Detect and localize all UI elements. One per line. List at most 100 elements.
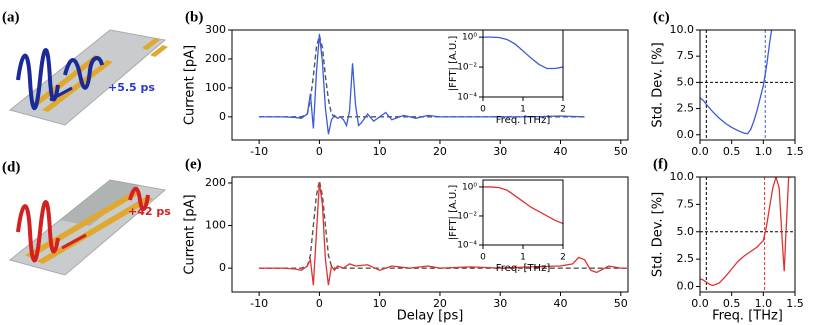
illustration-a: (a) +5.5 ps (2, 9, 168, 126)
x-tick-label: 0 (316, 297, 323, 310)
y-tick-label: 5.0 (677, 75, 695, 88)
x-tick-label: 10 (373, 145, 387, 158)
y-tick-label: 10⁻² (457, 211, 477, 221)
electrode (25, 190, 141, 258)
pulse (63, 56, 104, 90)
y-tick-label: 10.0 (670, 23, 695, 36)
y-tick-label: 2.5 (677, 252, 695, 265)
plot-frame (482, 179, 564, 246)
x-tick-label: -10 (250, 297, 268, 310)
plot-area (700, 30, 795, 140)
series-line (700, 30, 773, 135)
x-tick-label: 0.5 (723, 297, 741, 310)
x-tick-label: 1.5 (786, 297, 804, 310)
overlay (60, 180, 140, 226)
x-tick-label: 30 (493, 145, 507, 158)
x-tick-label: 0 (480, 253, 486, 263)
x-tick-label: 0.0 (691, 145, 709, 158)
x-tick-label: 20 (433, 145, 447, 158)
series-line (259, 182, 627, 286)
y-axis-label: Std. Dev. [%] (651, 42, 666, 127)
series-line (700, 177, 792, 287)
y-tick-label: 10⁻⁴ (457, 241, 477, 251)
panel-label: (f) (653, 156, 668, 172)
plot-frame (231, 29, 629, 141)
electrode (150, 45, 168, 57)
y-tick-label: 10.0 (670, 170, 695, 183)
y-tick-label: 5.0 (677, 225, 695, 238)
electrode (30, 55, 101, 107)
plot-area (232, 177, 628, 292)
plot-area (483, 30, 563, 97)
x-tick-label: 0 (480, 105, 486, 115)
y-axis-label: |FFT| [A.U.] (448, 36, 459, 92)
annotation: +5.5 ps (108, 81, 155, 94)
x-tick-label: 1.5 (786, 145, 804, 158)
plot-area (700, 177, 795, 292)
panel-label: (c) (653, 9, 670, 25)
x-tick-label: 50 (614, 297, 628, 310)
x-tick-label: 2 (560, 105, 566, 115)
x-tick-label: 1.0 (755, 297, 773, 310)
x-tick-label: 50 (614, 145, 628, 158)
y-tick-label: 10⁻² (457, 63, 477, 73)
series-line (259, 34, 585, 135)
y-tick-label: 0.0 (677, 280, 695, 293)
x-axis-label: Freq. [THz] (496, 115, 551, 126)
plot-frame (699, 176, 796, 293)
pulse (128, 186, 150, 211)
y-tick-label: 200 (205, 52, 226, 65)
x-tick-label: 1.0 (755, 145, 773, 158)
plot-frame (482, 29, 564, 98)
x-tick-label: 30 (493, 297, 507, 310)
x-tick-label: 0 (316, 145, 323, 158)
panel-label: (a) (2, 9, 20, 25)
electrode (42, 60, 113, 112)
y-axis-label: Current [pA] (183, 45, 198, 125)
chart: 0 1 2 10⁰ 10⁻² 10⁻⁴|FFT| [A.U.] Freq. [THz] (448, 29, 566, 126)
plot-frame (699, 29, 796, 141)
plot-area (483, 180, 563, 245)
panel-label: (b) (185, 9, 203, 25)
y-tick-label: 10⁻⁴ (457, 93, 477, 103)
y-tick-label: 7.5 (677, 49, 695, 62)
x-tick-label: -10 (250, 145, 268, 158)
x-tick-label: 0.0 (691, 297, 709, 310)
y-tick-label: 7.5 (677, 197, 695, 210)
x-tick-label: 1 (520, 105, 526, 115)
arrow (49, 86, 73, 102)
panel-label: (d) (2, 159, 20, 175)
chart: 0 1 2 10⁰ 10⁻² 10⁻⁴|FFT| [A.U.] Freq. [THz] (448, 179, 566, 274)
plot-frame (231, 176, 629, 293)
series-line (483, 36, 563, 70)
y-axis-label: |FFT| [A.U.] (448, 185, 459, 241)
x-tick-label: 10 (373, 297, 387, 310)
y-tick-label: 100 (205, 219, 226, 232)
y-tick-label: 100 (205, 81, 226, 94)
x-tick-label: 40 (553, 145, 567, 158)
electrode (142, 38, 160, 50)
y-tick-label: 0 (219, 261, 226, 274)
panel-label: (e) (185, 156, 202, 172)
y-tick-label: 10⁰ (462, 33, 477, 43)
x-axis-label: Freq. [THz] (712, 309, 783, 324)
plot-area (232, 30, 628, 140)
y-tick-label: 200 (205, 176, 226, 189)
y-axis-label: Current [pA] (183, 194, 198, 274)
x-axis-label: Freq. [THz] (496, 263, 551, 274)
x-axis-label: Delay [ps] (397, 309, 464, 324)
y-axis-label: Std. Dev. [%] (651, 192, 666, 277)
y-tick-label: 300 (205, 23, 226, 36)
illustration-d: (d) +42 ps (2, 159, 171, 276)
x-tick-label: 0.5 (723, 145, 741, 158)
series-line (259, 180, 627, 269)
y-tick-label: 0 (219, 110, 226, 123)
x-tick-label: 2 (560, 253, 566, 263)
pulse (16, 200, 60, 263)
x-tick-label: 40 (553, 297, 567, 310)
y-tick-label: 0.0 (677, 128, 695, 141)
arrow (61, 233, 87, 250)
y-tick-label: 10⁰ (462, 182, 477, 192)
pulse (16, 48, 60, 111)
